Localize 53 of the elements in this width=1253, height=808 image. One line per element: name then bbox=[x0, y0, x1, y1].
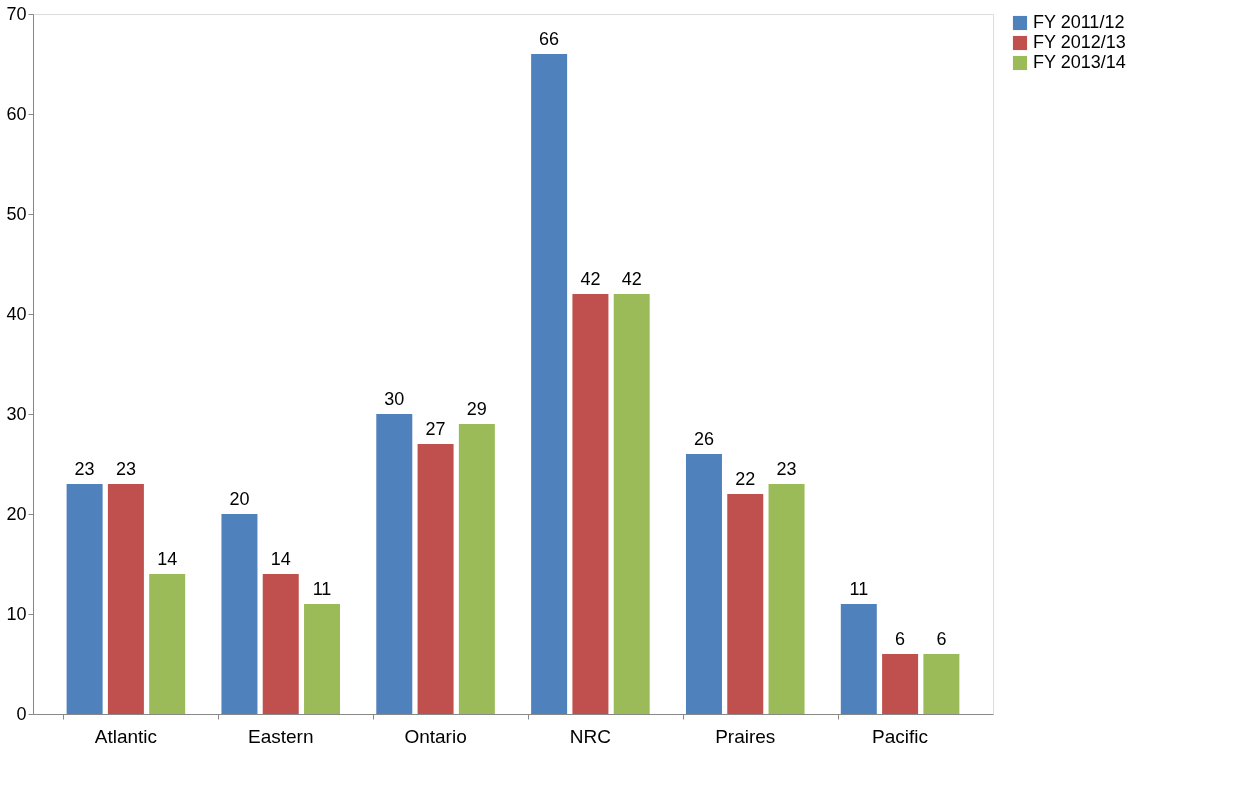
bar bbox=[923, 654, 960, 714]
bar bbox=[149, 574, 186, 714]
y-tick-label: 10 bbox=[6, 603, 27, 624]
bar bbox=[531, 54, 568, 714]
data-label: 11 bbox=[849, 579, 869, 599]
bar bbox=[840, 604, 877, 714]
x-tick-label: Pacific bbox=[872, 725, 929, 747]
bar bbox=[66, 484, 103, 714]
data-label: 23 bbox=[776, 459, 797, 479]
y-tick-label: 40 bbox=[6, 303, 27, 324]
bar bbox=[572, 294, 609, 714]
bar bbox=[221, 514, 258, 714]
data-label: 66 bbox=[539, 29, 560, 49]
data-label: 22 bbox=[735, 469, 756, 489]
bar bbox=[613, 294, 650, 714]
bar bbox=[685, 454, 722, 714]
bar bbox=[376, 414, 413, 714]
bar bbox=[107, 484, 144, 714]
y-tick-label: 0 bbox=[16, 703, 27, 724]
bar bbox=[768, 484, 805, 714]
bar bbox=[727, 494, 764, 714]
data-label: 42 bbox=[580, 269, 601, 289]
data-label: 11 bbox=[312, 579, 332, 599]
data-label: 14 bbox=[270, 549, 291, 569]
y-tick-label: 50 bbox=[6, 203, 27, 224]
data-label: 20 bbox=[229, 489, 250, 509]
bar bbox=[262, 574, 299, 714]
data-label: 30 bbox=[384, 389, 405, 409]
data-label: 29 bbox=[466, 399, 487, 419]
data-label: 26 bbox=[693, 429, 714, 449]
data-label: 14 bbox=[157, 549, 178, 569]
data-label: 23 bbox=[115, 459, 136, 479]
x-tick-label: NRC bbox=[569, 725, 612, 747]
bar bbox=[304, 604, 341, 714]
legend-label: FY 2012/13 bbox=[1033, 32, 1126, 52]
y-tick-label: 30 bbox=[6, 403, 27, 424]
x-tick-label: Ontario bbox=[404, 725, 467, 747]
data-label: 42 bbox=[621, 269, 642, 289]
x-tick-label: Praires bbox=[715, 725, 776, 747]
x-tick-label: Atlantic bbox=[94, 725, 158, 747]
y-tick-label: 60 bbox=[6, 103, 27, 124]
y-tick-label: 70 bbox=[6, 3, 27, 24]
legend-label: FY 2013/14 bbox=[1033, 52, 1126, 72]
data-label: 6 bbox=[936, 629, 947, 649]
data-label: 27 bbox=[425, 419, 446, 439]
bar bbox=[417, 444, 454, 714]
x-tick-label: Eastern bbox=[248, 725, 314, 747]
data-label: 6 bbox=[895, 629, 906, 649]
data-label: 23 bbox=[74, 459, 95, 479]
y-tick-label: 20 bbox=[6, 503, 27, 524]
bar bbox=[882, 654, 919, 714]
bar bbox=[458, 424, 495, 714]
legend-label: FY 2011/12 bbox=[1033, 12, 1125, 32]
